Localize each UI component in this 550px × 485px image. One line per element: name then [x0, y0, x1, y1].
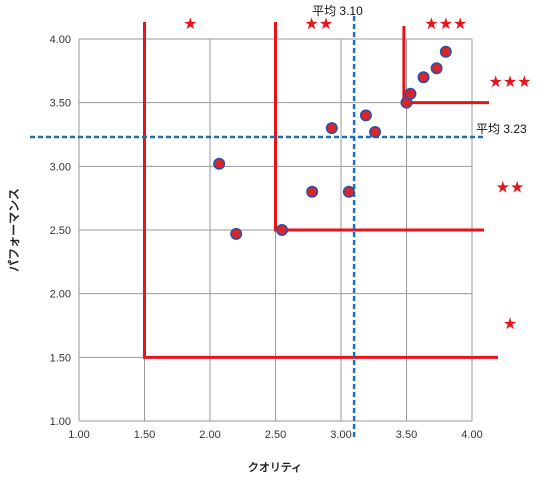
star-rating-label: ★: [503, 316, 517, 333]
x-tick-label: 1.00: [68, 429, 89, 441]
y-axis-label: パフォーマンス: [7, 188, 21, 272]
data-point: [417, 71, 430, 84]
data-point: [230, 227, 243, 240]
mean-y-label: 平均 3.23: [476, 122, 527, 136]
data-point: [439, 45, 452, 58]
star-rating-label: ★★★: [424, 16, 467, 33]
x-tick-label: 4.00: [461, 429, 482, 441]
x-axis-label: クオリティ: [248, 461, 302, 474]
star-rating-label: ★★★: [488, 74, 531, 91]
tier-lines: [143, 22, 498, 359]
star-rating-label: ★: [183, 16, 197, 33]
mean-x-label: 平均 3.10: [312, 4, 363, 18]
data-point: [325, 122, 338, 135]
tier-line: [402, 26, 489, 105]
data-point: [276, 224, 289, 237]
mean-lines: 平均 3.10 平均 3.23: [30, 4, 527, 438]
data-point: [306, 185, 319, 198]
star-rating-label: ★★: [304, 16, 333, 33]
data-point: [430, 62, 443, 75]
tier-line: [274, 22, 484, 232]
data-point: [359, 109, 372, 122]
x-tick-label: 2.50: [265, 429, 286, 441]
star-annotations: ★ ★★ ★★★★★★★★★: [183, 16, 531, 333]
data-point: [369, 125, 382, 138]
x-tick-label: 3.00: [330, 429, 351, 441]
x-tick-label: 3.50: [396, 429, 417, 441]
y-tick-label: 3.50: [50, 98, 71, 110]
y-tick-label: 1.00: [50, 416, 71, 428]
y-tick-label: 2.00: [50, 289, 71, 301]
axis-ticks: 1.00 1.50 2.00 2.50 3.00 3.50 4.00 1.00 1.50 2.00…: [50, 34, 483, 441]
x-tick-label: 1.50: [134, 429, 155, 441]
data-point: [213, 157, 226, 170]
data-points: [213, 45, 452, 240]
y-tick-label: 2.50: [50, 225, 71, 237]
star-rating-label: ★★: [496, 180, 525, 197]
x-tick-label: 2.00: [199, 429, 220, 441]
y-tick-label: 1.50: [50, 352, 71, 364]
y-tick-label: 4.00: [50, 34, 71, 46]
y-tick-label: 3.00: [50, 161, 71, 173]
data-point: [342, 185, 355, 198]
data-point: [404, 87, 417, 100]
tier-line: [143, 22, 498, 359]
